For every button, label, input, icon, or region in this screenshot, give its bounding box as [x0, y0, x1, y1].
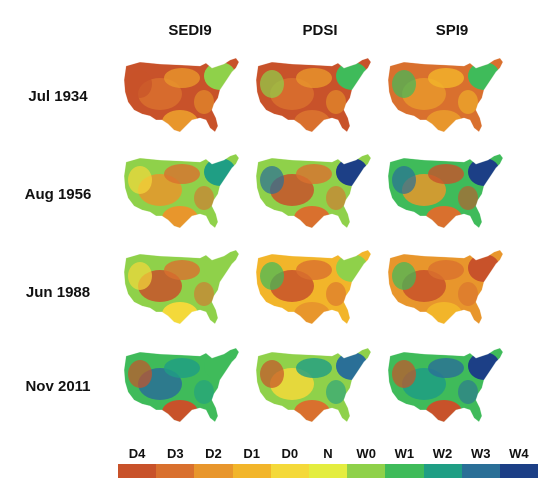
map-sedi9-aug-1956: [120, 150, 244, 232]
legend-label-d2: D2: [205, 446, 222, 461]
legend-label-d3: D3: [166, 446, 184, 461]
map-pdsi-nov-2011: [252, 344, 376, 426]
legend-swatch-d0: [270, 464, 309, 478]
row-label-nov-2011: Nov 2011: [25, 378, 91, 395]
map-pdsi-aug-1956: [252, 150, 376, 232]
map-sedi9-jul-1934: [120, 54, 244, 136]
legend-label-w1: W1: [394, 446, 415, 461]
map-pdsi-jun-1988: [252, 246, 376, 328]
legend-swatch-d3: [156, 464, 195, 478]
legend-swatch-d1: [232, 464, 271, 478]
legend-swatch-d2: [194, 464, 233, 478]
column-header-sedi9: SEDI9: [168, 22, 212, 39]
legend-label-d4: D4: [128, 446, 146, 461]
legend-label-d1: D1: [243, 446, 260, 461]
legend-swatch-n: [308, 464, 348, 478]
legend-swatch-w1: [385, 464, 424, 478]
legend-swatch-d4: [118, 464, 157, 478]
legend-color-bar: [118, 464, 539, 478]
legend-swatch-w3: [461, 464, 500, 478]
map-pdsi-jul-1934: [252, 54, 376, 136]
map-spi9-jul-1934: [384, 54, 508, 136]
legend-swatch-w4: [499, 464, 539, 478]
row-label-aug-1956: Aug 1956: [24, 186, 92, 203]
column-header-pdsi: PDSI: [302, 22, 338, 39]
legend-label-w0: W0: [356, 446, 376, 461]
legend-swatch-w2: [423, 464, 462, 478]
column-header-spi9: SPI9: [435, 22, 469, 39]
map-spi9-nov-2011: [384, 344, 508, 426]
legend-label-w2: W2: [432, 446, 453, 461]
row-label-jun-1988: Jun 1988: [25, 284, 91, 301]
legend-label-n: N: [323, 446, 333, 461]
map-spi9-jun-1988: [384, 246, 508, 328]
legend-swatch-w0: [347, 464, 386, 478]
map-sedi9-nov-2011: [120, 344, 244, 426]
map-spi9-aug-1956: [384, 150, 508, 232]
legend-label-w4: W4: [509, 446, 529, 461]
legend-label-w3: W3: [470, 446, 491, 461]
row-label-jul-1934: Jul 1934: [28, 88, 88, 105]
map-sedi9-jun-1988: [120, 246, 244, 328]
legend-label-d0: D0: [281, 446, 299, 461]
